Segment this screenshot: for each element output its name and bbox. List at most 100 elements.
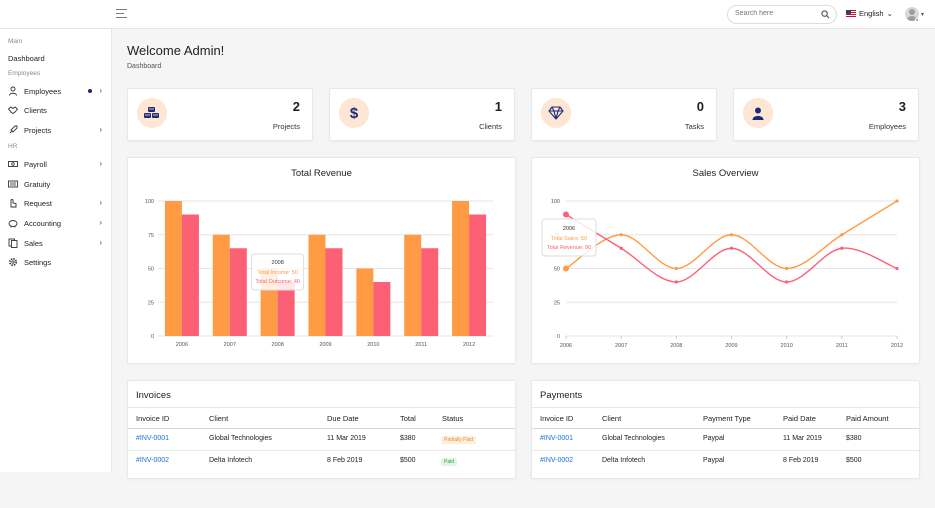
chevron-right-icon: › [99, 218, 102, 227]
sidebar-item-label: Payroll [24, 159, 47, 169]
data-point [729, 246, 734, 250]
sidebar-item-projects[interactable]: Projects › [8, 124, 108, 136]
sales-overview-card: Sales Overview 0255075100200620072008200… [531, 157, 920, 364]
sidebar-item-payroll[interactable]: Payroll › [8, 158, 108, 170]
column-header: Due Date [327, 414, 359, 423]
files-icon [8, 238, 18, 248]
tooltip-line: Total Revenue: 90 [547, 245, 591, 251]
payment-type: Paypal [703, 457, 725, 464]
sidebar-item-label: Employees [24, 86, 62, 96]
language-label: English [859, 9, 884, 18]
stat-value: 3 [898, 99, 906, 114]
stat-card-projects[interactable]: 2 Projects [127, 88, 313, 141]
bar-outcome [469, 214, 487, 336]
top-header: English ⌄ ▾ [0, 0, 935, 29]
total-revenue-card: Total Revenue 0 25 50 75 100 2006 2007 2008 2009… [127, 157, 516, 364]
bar-income [404, 234, 422, 336]
divider [128, 428, 515, 429]
menu-toggle-icon[interactable] [116, 9, 127, 18]
invoice-id-link[interactable]: #INV-0002 [136, 457, 170, 464]
sidebar-item-employees[interactable]: Employees › [8, 85, 108, 97]
chevron-right-icon: › [99, 86, 102, 95]
sidebar-item-settings[interactable]: Settings [8, 256, 108, 268]
chart-tooltip [541, 218, 597, 257]
y-tick-label: 100 [551, 199, 560, 205]
sidebar-section-hr: HR [8, 143, 18, 150]
stat-card-clients[interactable]: $ 1 Clients [329, 88, 515, 141]
y-tick-label: 75 [148, 233, 154, 239]
chevron-right-icon: › [99, 198, 102, 207]
tooltip-line: Total Income: 50 [257, 270, 297, 276]
sidebar-item-dashboard[interactable]: Dashboard [8, 52, 108, 64]
status-badge: Partially Paid [441, 436, 477, 444]
search-input[interactable] [735, 10, 815, 17]
invoice-id-link[interactable]: #INV-0001 [136, 435, 170, 442]
sidebar-item-accounting[interactable]: Accounting › [8, 217, 108, 229]
y-tick-label: 100 [145, 199, 154, 205]
payment-date: 11 Mar 2019 [783, 435, 822, 442]
stat-label: Projects [272, 122, 300, 131]
invoices-title: Invoices [136, 390, 171, 401]
stat-card-employees[interactable]: 3 Employees [733, 88, 919, 141]
stat-label: Tasks [684, 122, 704, 131]
data-point [674, 280, 678, 284]
data-point [619, 246, 623, 250]
chevron-down-icon[interactable]: ▾ [921, 12, 925, 18]
data-point [674, 266, 678, 271]
data-point [785, 266, 789, 271]
column-header: Status [442, 414, 464, 423]
invoices-card: Invoices Invoice ID Client Due Date Tota… [127, 380, 516, 479]
bar-outcome [229, 248, 247, 336]
invoice-total: $500 [400, 457, 416, 464]
gear-icon [8, 257, 18, 267]
sidebar-item-clients[interactable]: Clients [8, 104, 108, 116]
sidebar-item-gratuity[interactable]: Gratuity [8, 178, 108, 190]
column-header: Client [209, 414, 229, 423]
language-selector[interactable]: English ⌄ [846, 9, 893, 18]
money-icon [8, 161, 18, 167]
stat-label: Clients [479, 122, 502, 131]
x-tick-label: 2011 [415, 342, 427, 348]
stat-value: 0 [696, 99, 704, 114]
x-tick-label: 2007 [224, 342, 236, 348]
payment-invoice-link[interactable]: #INV-0001 [540, 435, 574, 442]
x-tick-label: 2009 [319, 342, 331, 348]
column-header: Total [400, 414, 416, 423]
bar-income [308, 234, 326, 336]
hand-pointer-icon [10, 199, 17, 208]
chevron-down-icon: ⌄ [886, 9, 893, 18]
x-tick-label: 2012 [891, 343, 903, 349]
x-tick-label: 2011 [836, 343, 848, 349]
payment-invoice-link[interactable]: #INV-0002 [540, 457, 574, 464]
chart-title: Sales Overview [692, 168, 759, 179]
x-tick-label: 2008 [670, 343, 682, 349]
online-status-dot [915, 18, 919, 22]
payment-date: 8 Feb 2019 [783, 457, 819, 464]
data-point [563, 211, 569, 218]
x-tick-label: 2006 [176, 342, 188, 348]
piggy-bank-icon [8, 220, 18, 228]
bar-outcome [373, 282, 391, 336]
y-tick-label: 0 [151, 334, 154, 340]
stat-card-tasks[interactable]: 0 Tasks [531, 88, 717, 141]
data-point [895, 199, 899, 203]
sidebar-item-sales[interactable]: Sales › [8, 237, 108, 249]
avatar[interactable] [905, 7, 919, 21]
bar-outcome [181, 214, 199, 336]
stat-icon-circle [743, 98, 773, 128]
payment-amount: $500 [846, 457, 862, 464]
tooltip-title: 2006 [563, 226, 575, 232]
invoice-client: Global Technologies [209, 435, 272, 442]
chevron-right-icon: › [99, 238, 102, 247]
sidebar-item-request[interactable]: Request › [8, 197, 108, 209]
stat-value: 2 [292, 99, 300, 114]
payment-client: Global Technologies [602, 435, 665, 442]
invoice-due-date: 8 Feb 2019 [327, 457, 363, 464]
y-tick-label: 50 [148, 267, 154, 273]
search-box[interactable] [727, 5, 837, 24]
search-icon[interactable] [821, 10, 830, 19]
payments-card: Payments Invoice ID Client Payment Type … [531, 380, 920, 479]
sidebar-item-label: Sales [24, 238, 43, 248]
y-tick-label: 0 [557, 334, 560, 340]
cash-register-icon [8, 180, 18, 188]
